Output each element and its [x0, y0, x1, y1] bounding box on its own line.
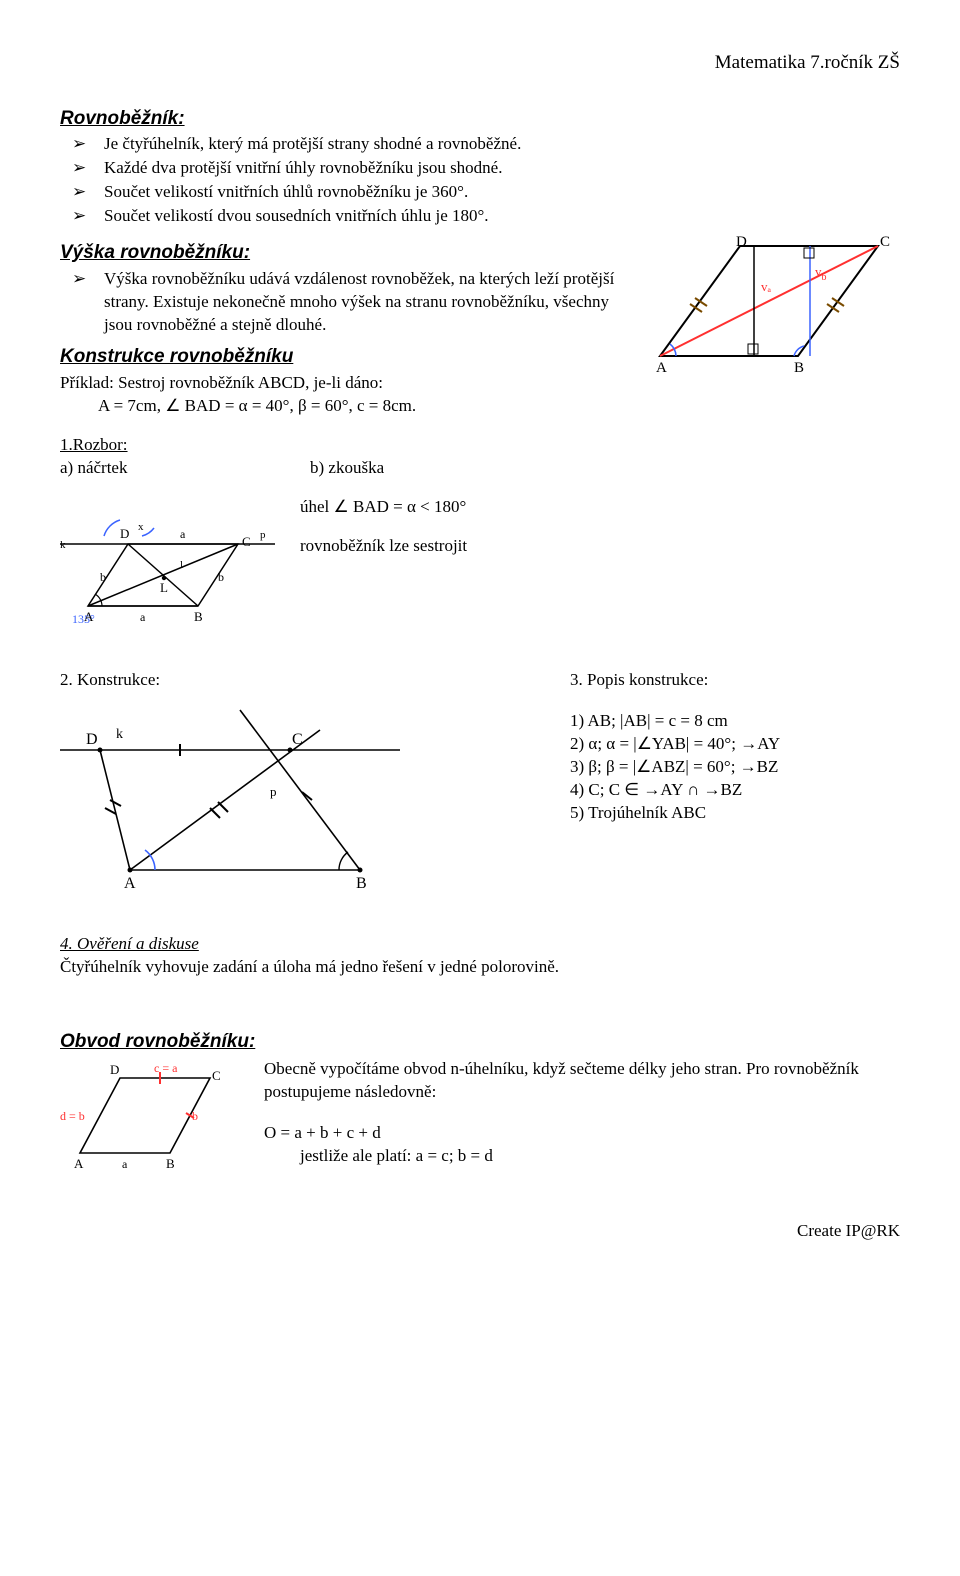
svg-text:B: B: [166, 1156, 175, 1171]
va-label: vₐ: [761, 279, 772, 294]
perimeter-condition: jestliže ale platí: a = c; b = d: [264, 1145, 900, 1168]
pt-D: D: [736, 236, 747, 250]
svg-text:c = a: c = a: [154, 1061, 178, 1075]
list-item: Součet velikostí vnitřních úhlů rovnoběž…: [98, 181, 900, 204]
popis-step: 5) Trojúhelník ABC: [570, 802, 900, 825]
overeni-label: 4. Ověření a diskuse: [60, 934, 199, 953]
svg-text:k: k: [60, 539, 66, 551]
perimeter-diagram: A B C D a b c = a d = b: [60, 1058, 240, 1180]
height-diagram: A B C D vₐ vb: [640, 236, 900, 388]
svg-text:x: x: [138, 521, 144, 533]
construction-diagram: A B C D k p: [60, 700, 540, 907]
perimeter-formula: O = a + b + c + d: [264, 1122, 900, 1145]
svg-text:B: B: [356, 875, 367, 892]
svg-text:a: a: [140, 610, 146, 624]
section-title-height: Výška rovnoběžníku:: [60, 240, 620, 266]
svg-text:k: k: [116, 727, 123, 742]
svg-text:p: p: [270, 784, 277, 799]
konstrukce-label: 2. Konstrukce:: [60, 669, 540, 692]
section-title-construction: Konstrukce rovnoběžníku: [60, 344, 620, 370]
overeni-text: Čtyřúhelník vyhovuje zadání a úloha má j…: [60, 956, 900, 979]
svg-text:B: B: [194, 609, 203, 624]
pt-B: B: [794, 360, 804, 376]
perimeter-text: Obecně vypočítáme obvod n-úhelníku, když…: [264, 1058, 900, 1104]
svg-text:C: C: [242, 534, 251, 549]
height-list: Výška rovnoběžníku udává vzdálenost rovn…: [60, 268, 620, 337]
svg-text:C: C: [292, 731, 303, 748]
rozbor-title: 1.Rozbor:: [60, 434, 900, 457]
pt-A: A: [656, 360, 667, 376]
popis-label: 3. Popis konstrukce:: [570, 669, 900, 692]
svg-text:D: D: [86, 731, 98, 748]
svg-text:p: p: [260, 529, 266, 541]
svg-text:b: b: [192, 1109, 198, 1123]
svg-text:A: A: [124, 875, 136, 892]
list-item: Součet velikostí dvou sousedních vnitřní…: [98, 205, 900, 228]
popis-step: 2) α; α = |∠YAB| = 40°; →AY: [570, 733, 900, 756]
constructible-text: rovnoběžník lze sestrojit: [300, 535, 467, 558]
footer: Create IP@RK: [60, 1220, 900, 1243]
svg-text:b: b: [218, 570, 224, 584]
rozbor-b: b) zkouška: [310, 457, 384, 480]
svg-text:d = b: d = b: [60, 1109, 85, 1123]
parallelogram-properties-list: Je čtyřúhelník, který má protější strany…: [60, 133, 900, 228]
svg-text:C: C: [212, 1068, 221, 1083]
section-title-perimeter: Obvod rovnoběžníku:: [60, 1029, 900, 1055]
section-title-parallelogram: Rovnoběžník:: [60, 106, 900, 132]
pt-C: C: [880, 236, 890, 250]
svg-text:b: b: [100, 570, 106, 584]
vb-label: vb: [815, 264, 827, 283]
example-text: Příklad: Sestroj rovnoběžník ABCD, je-li…: [60, 372, 620, 395]
page-header: Matematika 7.ročník ZŠ: [60, 50, 900, 76]
svg-text:A: A: [74, 1156, 84, 1171]
svg-text:l: l: [180, 559, 183, 571]
list-item: Výška rovnoběžníku udává vzdálenost rovn…: [98, 268, 620, 337]
svg-text:A: A: [84, 609, 94, 624]
svg-text:D: D: [120, 526, 129, 541]
rozbor-a: a) náčrtek: [60, 457, 310, 480]
svg-text:D: D: [110, 1062, 119, 1077]
svg-text:a: a: [122, 1157, 128, 1171]
popis-step: 4) C; C ∈ →AY ∩ →BZ: [570, 779, 900, 802]
sketch-diagram: 135° A B C D k a a b b x p l L: [60, 486, 280, 643]
list-item: Každé dva protější vnitřní úhly rovnoběž…: [98, 157, 900, 180]
svg-text:a: a: [180, 527, 186, 541]
example-params: A = 7cm, ∠ BAD = α = 40°, β = 60°, c = 8…: [98, 395, 620, 418]
popis-step: 3) β; β = |∠ABZ| = 60°; →BZ: [570, 756, 900, 779]
popis-step: 1) AB; |AB| = c = 8 cm: [570, 710, 900, 733]
list-item: Je čtyřúhelník, který má protější strany…: [98, 133, 900, 156]
angle-condition: úhel ∠ BAD = α < 180°: [300, 496, 467, 519]
svg-text:L: L: [160, 580, 168, 595]
